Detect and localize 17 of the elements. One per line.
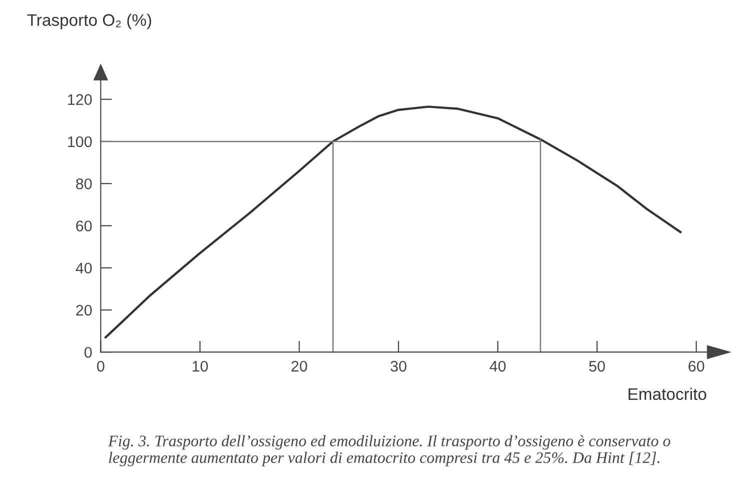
- x-tick-label: 60: [688, 360, 704, 372]
- x-tick-label: 10: [192, 360, 208, 372]
- y-tick-label: 80: [76, 178, 92, 190]
- y-tick-label: 120: [68, 94, 92, 105]
- y-tick-label: 20: [76, 304, 92, 316]
- y-tick-label: 100: [68, 136, 92, 148]
- y-tick-label: 40: [76, 262, 92, 274]
- x-tick-label: 40: [490, 360, 506, 372]
- y-tick-label: 60: [76, 220, 92, 232]
- caption: Fig. 3. Trasporto dell’ossigeno ed emodiluizione. Il trasporto d’ossigeno è conservato o leggermente aumentato per valori di ematocrito compresi tra 45 e 25%. Da Hint [12].: [108, 435, 670, 466]
- y-tick-label: 0: [84, 346, 92, 358]
- x-tick-label: 0: [97, 360, 104, 372]
- x-tick-label: 20: [292, 360, 308, 372]
- x-axis-title: Ematocrito: [628, 388, 706, 400]
- x-tick-label: 50: [589, 360, 605, 372]
- x-tick-label: 30: [390, 360, 406, 372]
- y-axis-title: Trasporto O₂ (%): [27, 14, 152, 30]
